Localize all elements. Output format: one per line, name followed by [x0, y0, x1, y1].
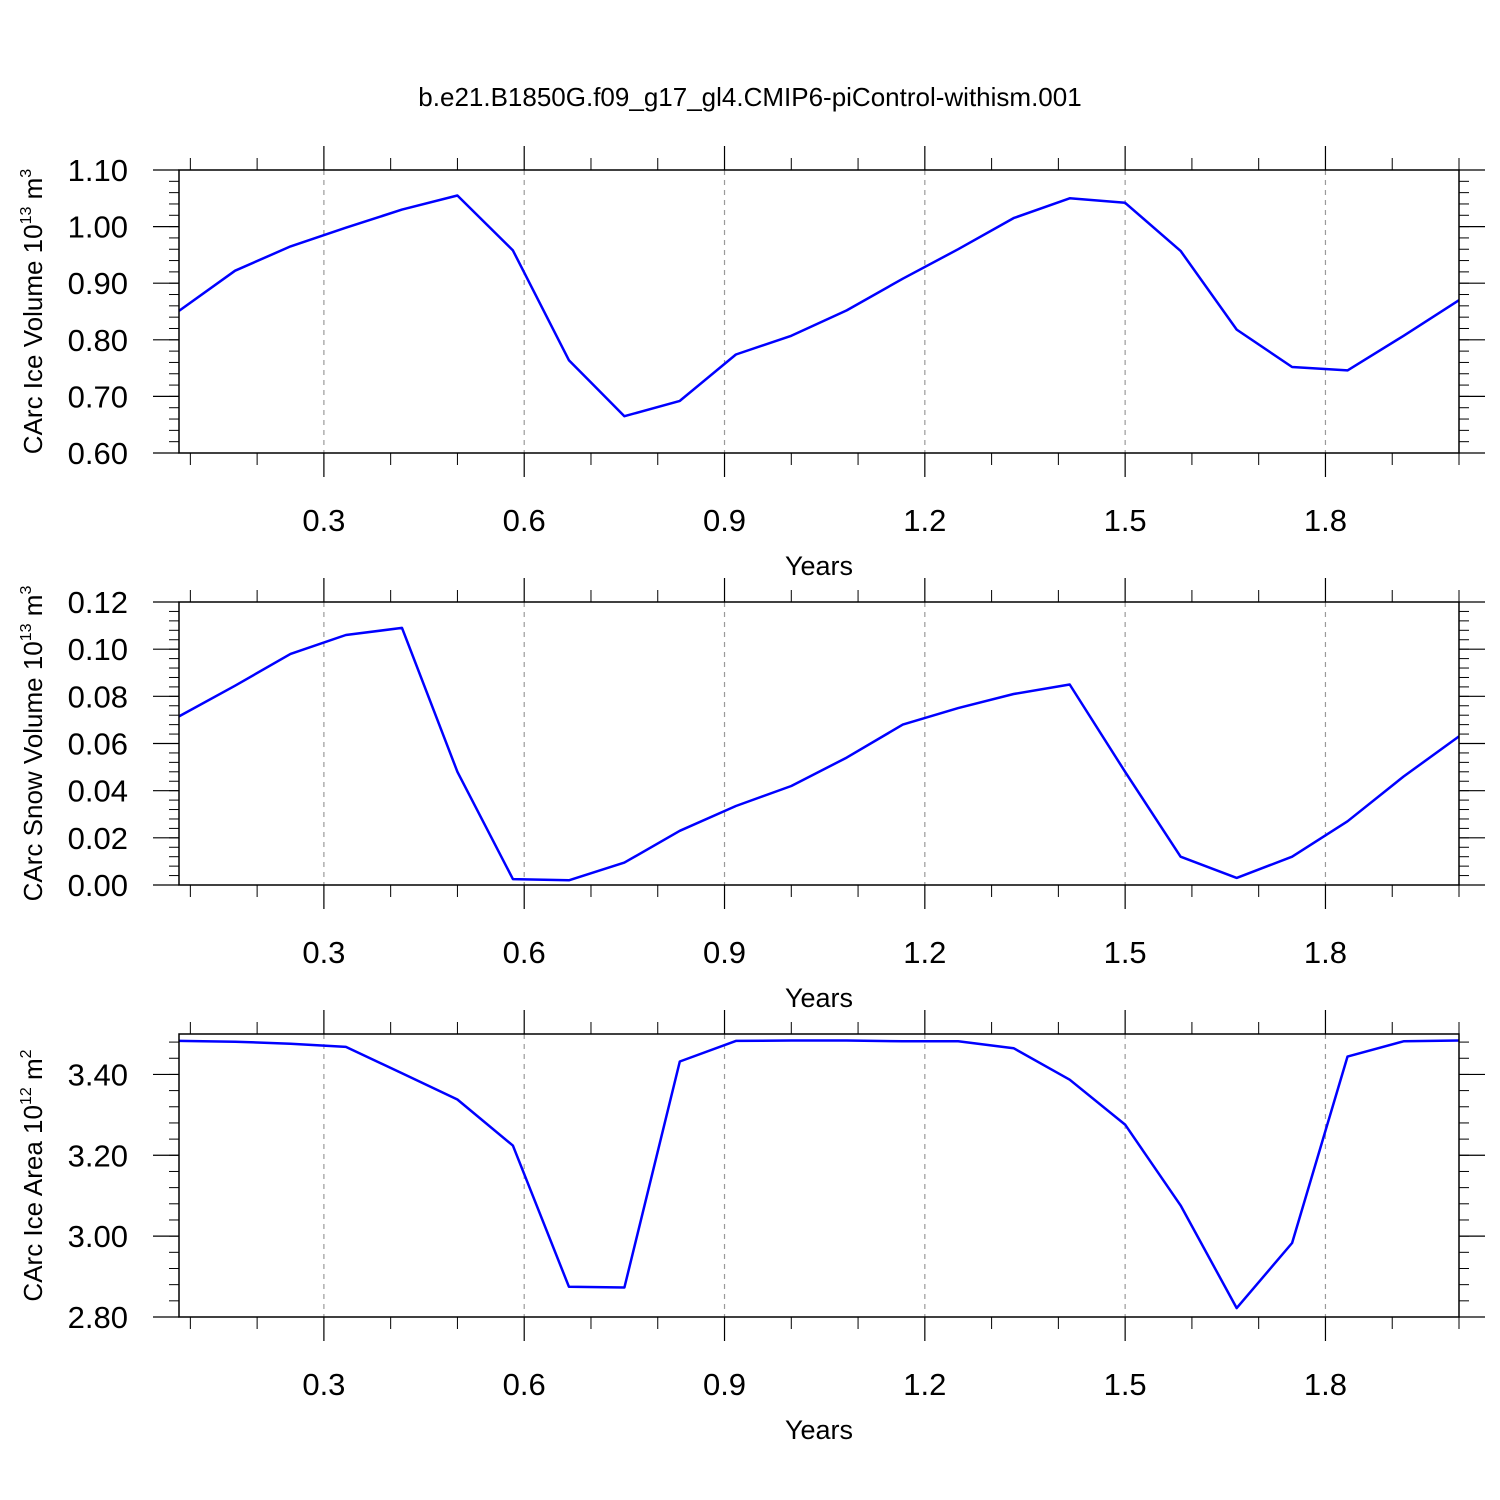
y-tick-label: 3.00 [68, 1219, 128, 1254]
y-tick-label: 0.80 [68, 323, 128, 358]
series-line [178, 194, 1460, 418]
x-tick-label: 0.6 [503, 1367, 546, 1402]
y-axis-label: CArc Ice Area 1012 m2 [18, 1049, 48, 1301]
y-tick-label: 0.00 [68, 868, 128, 903]
x-tick-label: 0.9 [703, 1367, 746, 1402]
y-tick-label: 0.08 [68, 679, 128, 714]
x-tick-label: 0.3 [302, 503, 345, 538]
x-tick-label: 1.5 [1104, 1367, 1147, 1402]
x-tick-label: 0.6 [503, 935, 546, 970]
y-tick-label: 3.20 [68, 1138, 128, 1173]
figure-title: b.e21.B1850G.f09_g17_gl4.CMIP6-piControl… [418, 82, 1081, 112]
x-tick-label: 0.3 [302, 935, 345, 970]
x-tick-label: 1.8 [1304, 1367, 1347, 1402]
x-tick-label: 1.8 [1304, 935, 1347, 970]
chart-panel-1: 0.3 0.6 0.9 1.2 1.5 1.8 0.60 0.70 0.80 0.90 1.00 1.… [18, 146, 1485, 581]
x-tick-label: 1.2 [903, 1367, 946, 1402]
x-tick-label: 1.8 [1304, 503, 1347, 538]
y-tick-label: 0.10 [68, 632, 128, 667]
chart-panel-2: 0.3 0.6 0.9 1.2 1.5 1.8 0.00 0.02 0.04 0.06 0.08 0.… [18, 578, 1485, 1013]
y-tick-label: 0.70 [68, 379, 128, 414]
x-tick-label: 1.5 [1104, 935, 1147, 970]
y-tick-label: 0.90 [68, 266, 128, 301]
y-tick-label: 0.06 [68, 727, 128, 762]
x-tick-label: 1.2 [903, 935, 946, 970]
series-line [178, 1039, 1460, 1310]
x-tick-label: 0.6 [503, 503, 546, 538]
x-tick-label: 0.3 [302, 1367, 345, 1402]
series-line [178, 626, 1460, 882]
y-tick-label: 1.00 [68, 210, 128, 245]
x-tick-label: 1.2 [903, 503, 946, 538]
y-axis-label: CArc Ice Volume 1013 m3 [18, 169, 48, 454]
y-tick-label: 0.12 [68, 585, 128, 620]
x-axis-label: Years [785, 1415, 853, 1445]
plot-frame [178, 169, 1460, 454]
y-tick-label: 1.10 [68, 153, 128, 188]
y-tick-label: 0.04 [68, 774, 128, 809]
y-tick-label: 0.02 [68, 821, 128, 856]
y-tick-label: 2.80 [68, 1300, 128, 1335]
x-axis-label: Years [785, 983, 853, 1013]
plot-frame [178, 1033, 1460, 1318]
x-axis-label: Years [785, 551, 853, 581]
panels: 0.3 0.6 0.9 1.2 1.5 1.8 0.60 0.70 0.80 0.90 1.00 1.… [18, 146, 1485, 1445]
x-tick-label: 1.5 [1104, 503, 1147, 538]
plot-frame [178, 601, 1460, 886]
x-tick-label: 0.9 [703, 503, 746, 538]
chart-panel-3: 0.3 0.6 0.9 1.2 1.5 1.8 2.80 3.00 3.20 3.40 Years C… [18, 1010, 1485, 1445]
y-tick-label: 0.60 [68, 436, 128, 471]
y-axis-label: CArc Snow Volume 1013 m3 [18, 586, 48, 902]
y-tick-label: 3.40 [68, 1057, 128, 1092]
x-tick-label: 0.9 [703, 935, 746, 970]
